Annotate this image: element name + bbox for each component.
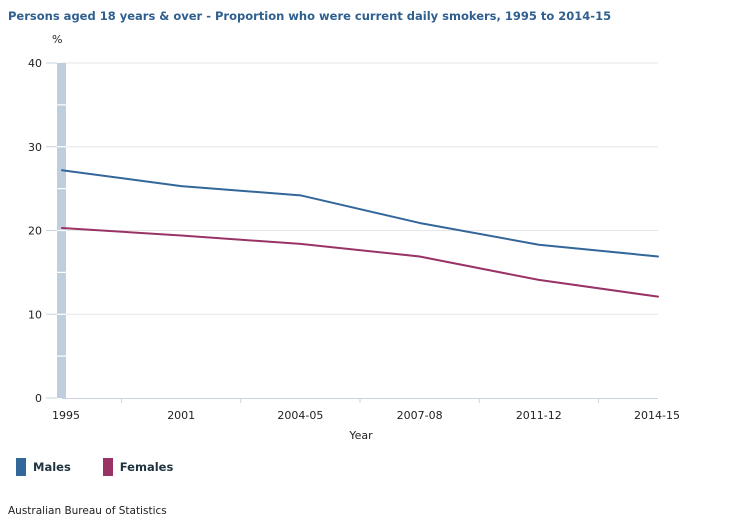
x-tick-label: 2014-15 (634, 409, 680, 422)
data-point-males[interactable] (655, 253, 661, 259)
data-point-females[interactable] (178, 233, 184, 239)
legend-label-males: Males (33, 460, 71, 474)
data-point-males[interactable] (178, 183, 184, 189)
x-tick-label: 2001 (167, 409, 195, 422)
data-point-males[interactable] (417, 220, 423, 226)
series-line-females[interactable] (61, 226, 659, 298)
data-point-females[interactable] (417, 253, 423, 259)
series-line-males[interactable] (61, 169, 659, 258)
y-tick-label: 10 (28, 308, 42, 321)
data-point-males[interactable] (59, 167, 65, 173)
series-lines (59, 167, 661, 300)
data-point-females[interactable] (655, 294, 661, 300)
legend-label-females: Females (119, 460, 174, 474)
source-attribution: Australian Bureau of Statistics (8, 505, 167, 517)
y-tick-label: 20 (28, 225, 42, 238)
chart-title: Persons aged 18 years & over - Proportio… (8, 9, 612, 23)
axes: 0 10 20 30 40 1995 2001 2004-05 2007-08 2011-12 20… (28, 57, 680, 422)
data-point-females[interactable] (536, 277, 542, 283)
legend-item-females[interactable]: Females (102, 458, 174, 476)
y-tick-label: 0 (35, 392, 42, 405)
legend-item-males[interactable]: Males (16, 458, 71, 476)
y-tick-label: 30 (28, 141, 42, 154)
data-point-females[interactable] (297, 241, 303, 247)
y-tick-label: 40 (28, 57, 42, 70)
y-axis-title: % (52, 33, 62, 46)
x-tick-label: 2007-08 (397, 409, 443, 422)
x-tick-label: 2004-05 (277, 409, 323, 422)
x-axis-title: Year (348, 429, 373, 442)
x-tick-label: 1995 (52, 409, 80, 422)
legend: Males Females (16, 458, 205, 476)
gridlines (62, 62, 658, 315)
legend-swatch-females (102, 458, 113, 476)
data-point-males[interactable] (297, 192, 303, 198)
legend-swatch-males (16, 458, 26, 476)
data-point-males[interactable] (536, 242, 542, 248)
x-tick-label: 2011-12 (516, 409, 562, 422)
data-point-females[interactable] (59, 225, 65, 231)
